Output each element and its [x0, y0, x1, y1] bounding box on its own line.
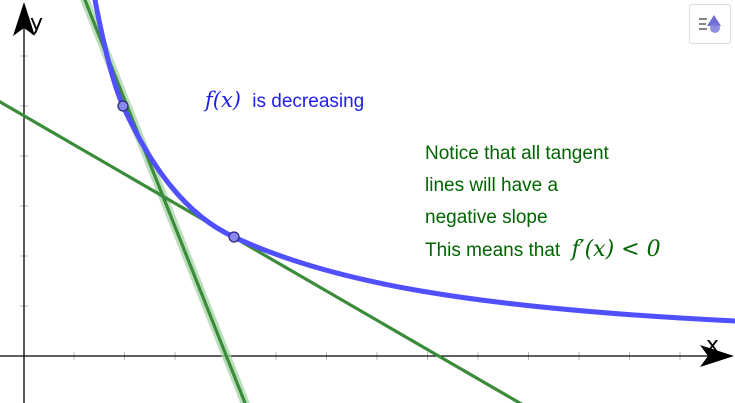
- y-axis-label: y: [30, 11, 43, 36]
- x-axis-arrow-icon: [700, 345, 734, 367]
- notice-line-3: negative slope: [425, 207, 548, 228]
- notice-line-4-text: This means that: [425, 240, 561, 261]
- function-description-text: is decreasing: [252, 91, 364, 112]
- notice-line-2: lines will have a: [425, 175, 558, 196]
- tangent-line-shallow[interactable]: [0, 99, 537, 403]
- function-description: f(x) is decreasing: [203, 88, 364, 112]
- derivative-math-label: f′(x) < 0: [569, 237, 660, 262]
- tangent-point-b[interactable]: [228, 231, 240, 243]
- notice-line-1: Notice that all tangent: [425, 143, 610, 164]
- notice-line-4: This means that f′(x) < 0: [425, 237, 661, 262]
- y-axis-arrow-icon: [13, 2, 35, 36]
- style-bar-toggle-button[interactable]: [689, 4, 731, 44]
- x-axis-label: x: [706, 333, 719, 358]
- function-curve[interactable]: [92, 0, 735, 324]
- style-bar-icon: [699, 15, 721, 33]
- tangent-point-a[interactable]: [117, 100, 129, 112]
- function-math-label: f(x): [203, 88, 241, 112]
